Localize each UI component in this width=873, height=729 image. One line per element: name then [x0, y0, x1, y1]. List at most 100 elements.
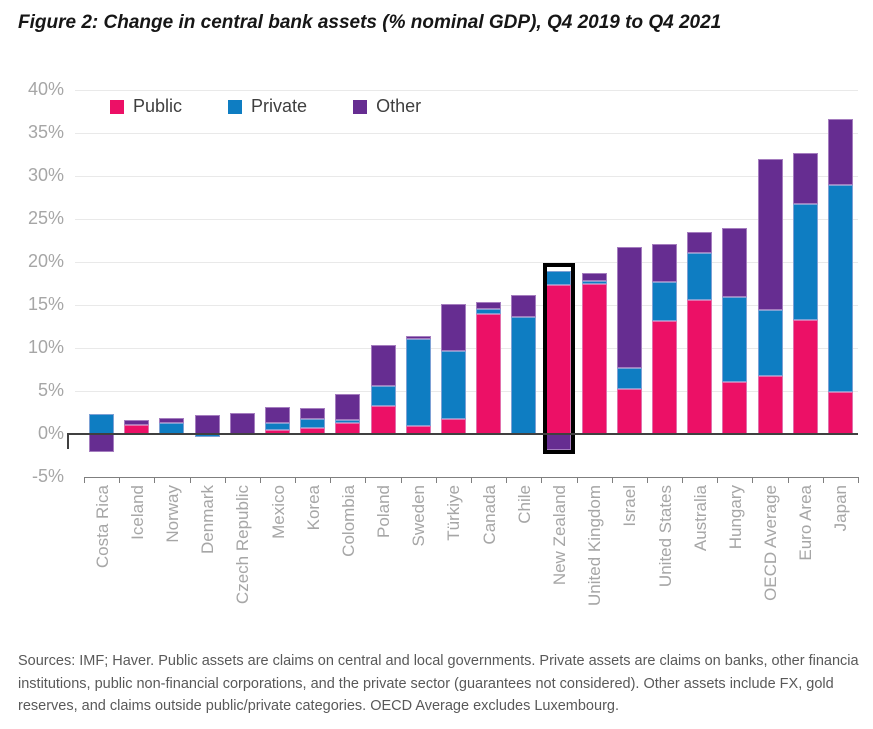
y-gridline	[75, 261, 858, 263]
bar-segment-public	[687, 299, 713, 434]
category-label: Canada	[479, 485, 499, 545]
bar-segment-other	[194, 415, 220, 434]
category-label: Israel	[620, 485, 640, 527]
category-label: Korea	[303, 485, 323, 531]
category-axis-tick	[787, 477, 789, 483]
bar-segment-other	[300, 408, 326, 419]
category-label: New Zealand	[549, 485, 569, 586]
bar-segment-public	[440, 418, 466, 434]
category-label: OECD Average	[761, 485, 781, 601]
category-axis-tick	[682, 477, 684, 483]
bar-segment-other	[229, 413, 255, 434]
category-axis-tick	[259, 477, 261, 483]
category-axis-tick	[752, 477, 754, 483]
zero-axis-line	[67, 433, 858, 435]
bar-segment-private	[722, 297, 748, 383]
category-axis-tick	[576, 477, 578, 483]
bar-segment-private	[652, 281, 677, 322]
legend-item-other: Other	[353, 96, 421, 117]
category-axis-tick	[224, 477, 226, 483]
category-label: Türkiye	[444, 485, 464, 541]
y-gridline	[75, 132, 858, 134]
bar-segment-other	[405, 335, 431, 340]
bar-segment-other	[827, 119, 853, 186]
legend-item-private: Private	[228, 96, 307, 117]
bar-segment-private	[581, 280, 607, 285]
bar-segment-public	[476, 313, 502, 434]
y-gridline	[75, 347, 858, 349]
category-label: Poland	[374, 485, 394, 538]
category-label: Euro Area	[796, 485, 816, 561]
y-axis-tick-label: 40%	[27, 79, 64, 99]
legend-label: Private	[251, 96, 308, 116]
bar-segment-public	[652, 321, 677, 434]
category-axis-tick	[646, 477, 648, 483]
bar-segment-other	[581, 273, 607, 281]
bar-segment-other	[124, 420, 150, 426]
category-axis-tick	[541, 477, 543, 483]
category-label: Hungary	[725, 485, 745, 550]
category-label: Chile	[514, 485, 534, 524]
category-label: Sweden	[409, 485, 429, 547]
category-label: Colombia	[338, 485, 358, 557]
bar-segment-public	[792, 319, 818, 434]
category-label: Mexico	[268, 485, 288, 539]
bar-segment-private	[405, 339, 431, 427]
category-label: United Kingdom	[585, 485, 605, 606]
bar-segment-private	[89, 414, 115, 434]
bar-segment-private	[757, 310, 783, 376]
bar-segment-other	[89, 434, 115, 453]
bar-segment-private	[335, 420, 361, 423]
y-gridline	[75, 218, 858, 220]
y-axis-tick-label: 15%	[27, 294, 64, 314]
legend-label: Other	[376, 96, 422, 116]
bar-segment-public	[757, 375, 783, 434]
category-axis-tick	[330, 477, 332, 483]
bar-segment-public	[722, 382, 748, 434]
category-label: Denmark	[198, 485, 218, 554]
bar-segment-other	[476, 301, 502, 310]
bar-segment-other	[335, 394, 361, 421]
y-gridline	[75, 304, 858, 306]
category-label: Czech Republic	[233, 485, 253, 605]
category-axis-tick	[119, 477, 121, 483]
bar-segment-other	[687, 231, 713, 254]
category-axis-tick	[435, 477, 437, 483]
y-axis-tick-label: 25%	[27, 208, 64, 228]
bar-segment-private	[300, 418, 326, 428]
y-gridline	[75, 175, 858, 177]
bar-segment-private	[476, 309, 502, 314]
category-axis-tick	[154, 477, 156, 483]
bar-segment-other	[757, 158, 783, 311]
figure-title: Figure 2: Change in central bank assets …	[18, 12, 722, 33]
bar-segment-public	[370, 406, 396, 434]
bar-segment-private	[616, 367, 642, 390]
category-axis-tick	[471, 477, 472, 483]
category-label: United States	[655, 485, 675, 588]
y-axis-tick-label: -5%	[31, 466, 64, 486]
bar-segment-other	[792, 152, 818, 204]
footnote-line: institutions, public non-financial corpo…	[18, 675, 834, 692]
legend-label: Public	[133, 96, 183, 116]
category-axis-tick	[295, 477, 297, 483]
y-axis-tick-label: 30%	[27, 165, 64, 185]
y-gridline	[75, 390, 858, 392]
bar-segment-private	[265, 422, 290, 430]
y-axis-tick-label: 5%	[37, 380, 64, 400]
bar-segment-other	[652, 243, 677, 282]
bar-segment-private	[827, 185, 853, 392]
footnote-line: reserves, and claims outside public/priv…	[18, 698, 619, 714]
category-axis-tick	[365, 477, 367, 483]
bar-segment-private	[687, 253, 713, 300]
source-footnote: Sources: IMF; Haver. Public assets are c…	[18, 650, 873, 718]
category-axis-tick	[858, 477, 859, 483]
category-axis-tick	[84, 477, 85, 483]
bar-segment-public	[616, 389, 642, 434]
bar-segment-public	[546, 285, 572, 434]
category-axis-tick	[822, 477, 824, 483]
private-swatch-icon	[228, 99, 243, 114]
zero-axis-hook	[67, 434, 69, 449]
y-gridline	[75, 89, 858, 91]
y-axis-tick-label: 0%	[37, 423, 64, 443]
